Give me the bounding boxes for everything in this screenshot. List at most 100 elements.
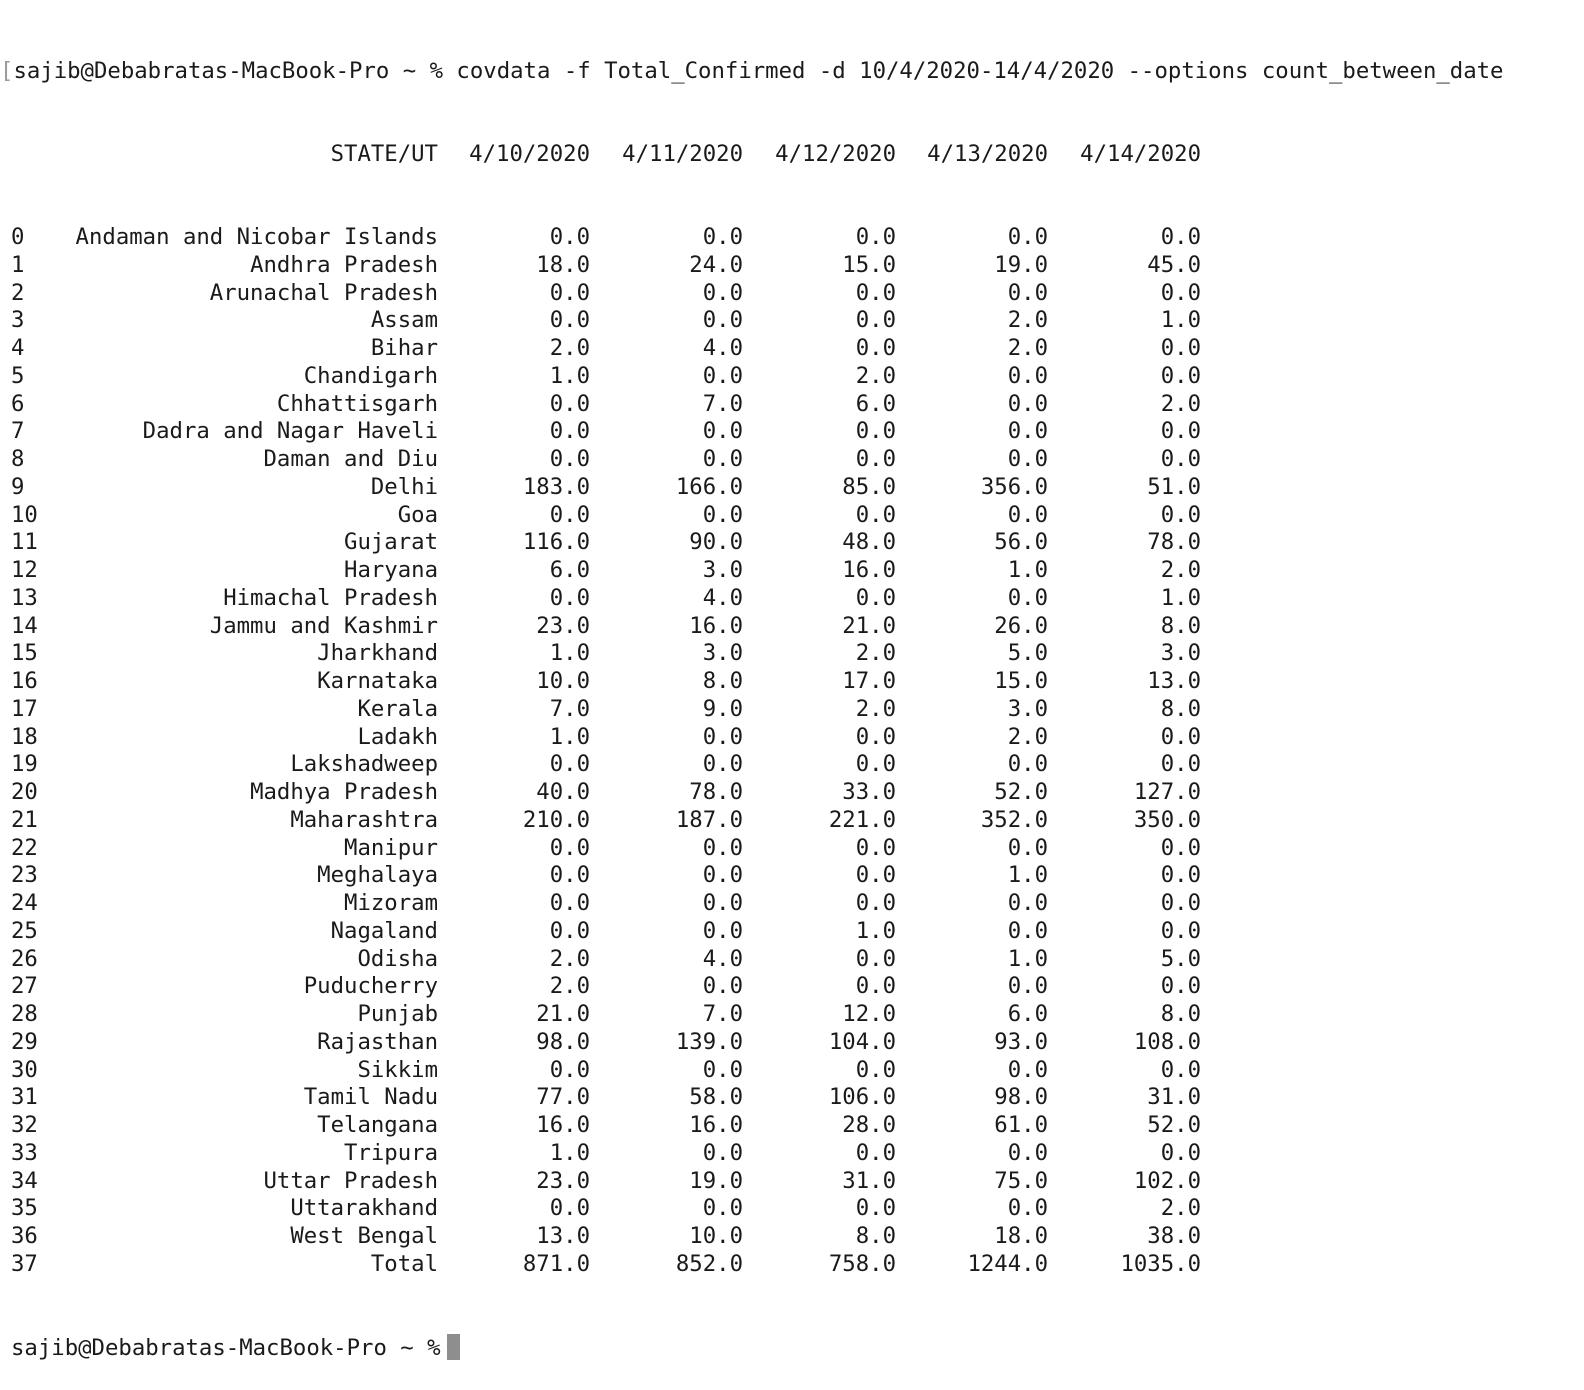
row-index: 36 [11, 1223, 38, 1249]
row-value: 58.0 [689, 1084, 743, 1111]
row-value: 0.0 [1007, 751, 1048, 778]
row-value: 0.0 [549, 307, 590, 334]
row-value: 0.0 [702, 307, 743, 334]
row-index: 2 [11, 279, 25, 306]
row-value: 1.0 [549, 723, 590, 750]
row-state: Delhi [370, 473, 438, 500]
row-value: 0.0 [1160, 751, 1201, 778]
row-value: 0.0 [1007, 279, 1048, 306]
row-value: 0.0 [702, 1139, 743, 1166]
row-value: 187.0 [675, 806, 743, 833]
row-value: 0.0 [549, 390, 590, 417]
table-row: 30 Sikkim 0.0 0.0 0.0 0.0 0.0 [0, 1057, 1584, 1085]
row-value: 127.0 [1133, 779, 1201, 805]
table-row: 9 Delhi 183.0 166.0 85.0 356.0 51.0 [0, 474, 1584, 502]
row-state: Bihar [370, 335, 438, 361]
table-row: 5 Chandigarh 1.0 0.0 2.0 0.0 0.0 [0, 363, 1584, 391]
row-state: Jammu and Kashmir [209, 612, 438, 639]
row-value: 51.0 [1147, 473, 1201, 500]
row-value: 7.0 [702, 390, 743, 417]
row-state: Rajasthan [317, 1028, 438, 1055]
row-value: 0.0 [1160, 723, 1201, 750]
table-row: 28 Punjab 21.0 7.0 12.0 6.0 8.0 [0, 1001, 1584, 1029]
header-date: 4/14/2020 [1080, 140, 1201, 167]
row-value: 0.0 [702, 917, 743, 944]
row-state: Assam [370, 307, 438, 334]
row-value: 0.0 [1160, 1056, 1201, 1083]
row-index: 35 [11, 1195, 38, 1222]
row-value: 56.0 [994, 529, 1048, 556]
row-value: 7.0 [549, 695, 590, 722]
row-value: 1.0 [1007, 945, 1048, 972]
row-value: 0.0 [1160, 1139, 1201, 1166]
command-line: [sajib@Debabratas-MacBook-Pro ~ % covdat… [0, 58, 1584, 86]
table-row: 12 Haryana 6.0 3.0 16.0 1.0 2.0 [0, 557, 1584, 585]
row-value: 6.0 [855, 390, 896, 417]
row-value: 0.0 [1007, 973, 1048, 1000]
row-value: 0.0 [1007, 1139, 1048, 1166]
table-row: 19 Lakshadweep 0.0 0.0 0.0 0.0 0.0 [0, 751, 1584, 779]
row-value: 104.0 [828, 1028, 896, 1055]
row-value: 0.0 [1160, 418, 1201, 445]
header-state: STATE/UT [330, 140, 438, 167]
row-value: 0.0 [1007, 418, 1048, 445]
table-row: 32 Telangana 16.0 16.0 28.0 61.0 52.0 [0, 1112, 1584, 1140]
row-value: 0.0 [549, 834, 590, 861]
row-value: 1.0 [855, 917, 896, 944]
row-value: 48.0 [842, 529, 896, 556]
header-date: 4/13/2020 [927, 140, 1048, 167]
row-value: 139.0 [675, 1028, 743, 1055]
row-state: Chandigarh [303, 362, 438, 389]
row-value: 18.0 [536, 251, 590, 278]
row-index: 20 [11, 779, 38, 805]
table-row: 16 Karnataka 10.0 8.0 17.0 15.0 13.0 [0, 668, 1584, 696]
table-row: 20 Madhya Pradesh 40.0 78.0 33.0 52.0 127.0 [0, 779, 1584, 807]
row-state: Andhra Pradesh [250, 251, 438, 278]
row-value: 0.0 [855, 335, 896, 361]
row-value: 19.0 [689, 1167, 743, 1194]
table-row: 2 Arunachal Pradesh 0.0 0.0 0.0 0.0 0.0 [0, 280, 1584, 308]
row-value: 40.0 [536, 779, 590, 805]
row-value: 356.0 [980, 473, 1048, 500]
row-value: 1.0 [549, 362, 590, 389]
header-date: 4/10/2020 [469, 140, 590, 167]
row-state: Sikkim [357, 1056, 438, 1083]
row-state: Uttarakhand [290, 1195, 438, 1222]
row-value: 2.0 [1007, 723, 1048, 750]
row-value: 8.0 [1160, 1001, 1201, 1027]
row-value: 0.0 [702, 1056, 743, 1083]
row-value: 0.0 [855, 501, 896, 528]
row-index: 10 [11, 501, 38, 528]
row-value: 38.0 [1147, 1223, 1201, 1249]
table-row: 0 Andaman and Nicobar Islands 0.0 0.0 0.0 0.0… [0, 224, 1584, 252]
row-value: 0.0 [702, 973, 743, 1000]
prompt-line[interactable]: sajib@Debabratas-MacBook-Pro ~ % [0, 1334, 1584, 1362]
terminal-window[interactable]: [sajib@Debabratas-MacBook-Pro ~ % covdat… [0, 0, 1584, 1361]
row-value: 4.0 [702, 335, 743, 361]
row-value: 45.0 [1147, 251, 1201, 278]
row-state: Uttar Pradesh [263, 1167, 438, 1194]
row-value: 16.0 [689, 1112, 743, 1138]
row-value: 0.0 [1007, 1195, 1048, 1222]
row-state: Meghalaya [317, 862, 438, 889]
table-row: 4 Bihar 2.0 4.0 0.0 2.0 0.0 [0, 335, 1584, 363]
row-value: 16.0 [536, 1112, 590, 1138]
table-row: 13 Himachal Pradesh 0.0 4.0 0.0 0.0 1.0 [0, 585, 1584, 613]
table-row: 23 Meghalaya 0.0 0.0 0.0 1.0 0.0 [0, 862, 1584, 890]
row-value: 0.0 [855, 1139, 896, 1166]
row-value: 75.0 [994, 1167, 1048, 1194]
row-value: 23.0 [536, 1167, 590, 1194]
row-state: Puducherry [303, 973, 438, 1000]
row-value: 0.0 [702, 501, 743, 528]
row-value: 0.0 [1160, 862, 1201, 889]
row-value: 0.0 [1007, 362, 1048, 389]
row-state: Mizoram [344, 890, 438, 916]
row-value: 9.0 [702, 695, 743, 722]
row-value: 6.0 [1007, 1001, 1048, 1027]
row-value: 0.0 [549, 446, 590, 472]
row-value: 90.0 [689, 529, 743, 556]
row-value: 0.0 [702, 446, 743, 472]
row-index: 31 [11, 1084, 38, 1111]
row-value: 78.0 [1147, 529, 1201, 556]
row-index: 29 [11, 1028, 38, 1055]
